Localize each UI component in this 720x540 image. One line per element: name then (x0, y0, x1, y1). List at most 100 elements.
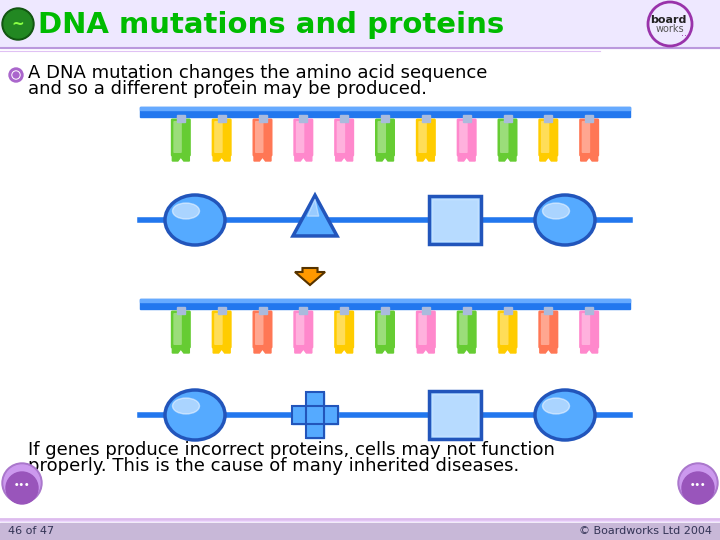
Ellipse shape (165, 195, 225, 245)
Bar (307, 392, 323, 438)
FancyBboxPatch shape (296, 121, 305, 153)
FancyBboxPatch shape (255, 121, 264, 153)
Ellipse shape (542, 203, 570, 219)
Bar (140, 107, 630, 117)
Bar (422, 307, 430, 314)
Polygon shape (458, 153, 475, 161)
Bar (217, 115, 225, 122)
Text: •••: ••• (690, 482, 706, 490)
Bar (292, 407, 338, 423)
Text: DNA mutations and proteins: DNA mutations and proteins (38, 11, 504, 39)
FancyBboxPatch shape (418, 313, 427, 345)
FancyBboxPatch shape (377, 121, 386, 153)
FancyBboxPatch shape (498, 118, 518, 157)
FancyBboxPatch shape (214, 313, 222, 345)
FancyBboxPatch shape (174, 121, 182, 153)
FancyBboxPatch shape (337, 313, 345, 345)
Polygon shape (293, 195, 337, 236)
FancyBboxPatch shape (212, 310, 232, 348)
Polygon shape (213, 153, 230, 161)
FancyBboxPatch shape (255, 313, 264, 345)
FancyBboxPatch shape (500, 313, 508, 345)
Bar (140, 299, 630, 309)
Polygon shape (540, 153, 557, 161)
Text: ...: ... (680, 28, 690, 38)
Text: works: works (656, 24, 684, 34)
Bar (307, 392, 323, 438)
Bar (292, 407, 338, 423)
FancyBboxPatch shape (375, 310, 395, 348)
FancyBboxPatch shape (539, 310, 558, 348)
Bar (300, 307, 307, 314)
FancyBboxPatch shape (498, 310, 518, 348)
Circle shape (680, 465, 716, 501)
Bar (432, 199, 478, 241)
Bar (340, 115, 348, 122)
Polygon shape (377, 153, 394, 161)
Polygon shape (294, 345, 312, 353)
Bar (429, 391, 481, 439)
FancyBboxPatch shape (171, 310, 191, 348)
Bar (140, 299, 630, 302)
Bar (422, 115, 430, 122)
Circle shape (4, 10, 32, 38)
Bar (258, 115, 266, 122)
Circle shape (6, 472, 38, 504)
FancyBboxPatch shape (541, 121, 549, 153)
Polygon shape (580, 153, 598, 161)
Bar (340, 307, 348, 314)
Bar (503, 307, 511, 314)
Bar (544, 115, 552, 122)
Bar (0, 523, 720, 540)
Bar (585, 115, 593, 122)
FancyBboxPatch shape (579, 118, 599, 157)
Polygon shape (499, 345, 516, 353)
Polygon shape (172, 345, 189, 353)
Bar (429, 196, 481, 244)
FancyBboxPatch shape (171, 118, 191, 157)
Text: •••: ••• (14, 482, 30, 490)
Bar (585, 307, 593, 314)
Polygon shape (499, 153, 516, 161)
FancyBboxPatch shape (456, 310, 477, 348)
Bar (0, 0, 720, 48)
Circle shape (4, 465, 40, 501)
Circle shape (9, 68, 23, 82)
Bar (463, 115, 471, 122)
FancyBboxPatch shape (541, 313, 549, 345)
Polygon shape (307, 199, 319, 216)
Text: If genes produce incorrect proteins, cells may not function: If genes produce incorrect proteins, cel… (28, 441, 555, 459)
Circle shape (678, 463, 718, 503)
Bar (177, 307, 185, 314)
FancyBboxPatch shape (416, 118, 436, 157)
Polygon shape (540, 345, 557, 353)
Ellipse shape (535, 195, 595, 245)
Text: properly. This is the cause of many inherited diseases.: properly. This is the cause of many inhe… (28, 457, 519, 475)
Circle shape (2, 8, 34, 40)
Polygon shape (254, 345, 271, 353)
Text: 46 of 47: 46 of 47 (8, 526, 54, 536)
Ellipse shape (542, 398, 570, 414)
Bar (432, 394, 478, 436)
FancyBboxPatch shape (500, 121, 508, 153)
Text: ~: ~ (12, 17, 24, 31)
Text: © Boardworks Ltd 2004: © Boardworks Ltd 2004 (579, 526, 712, 536)
FancyBboxPatch shape (459, 121, 468, 153)
FancyBboxPatch shape (459, 313, 468, 345)
Bar (544, 307, 552, 314)
Bar (463, 307, 471, 314)
Bar (258, 307, 266, 314)
FancyArrow shape (295, 268, 325, 285)
Bar (300, 115, 307, 122)
FancyBboxPatch shape (212, 118, 232, 157)
FancyBboxPatch shape (375, 118, 395, 157)
FancyBboxPatch shape (293, 310, 313, 348)
FancyBboxPatch shape (293, 118, 313, 157)
Text: A DNA mutation changes the amino acid sequence: A DNA mutation changes the amino acid se… (28, 64, 487, 82)
FancyBboxPatch shape (579, 310, 599, 348)
FancyBboxPatch shape (334, 310, 354, 348)
Polygon shape (458, 345, 475, 353)
FancyBboxPatch shape (253, 310, 272, 348)
Polygon shape (377, 345, 394, 353)
Circle shape (13, 72, 19, 78)
